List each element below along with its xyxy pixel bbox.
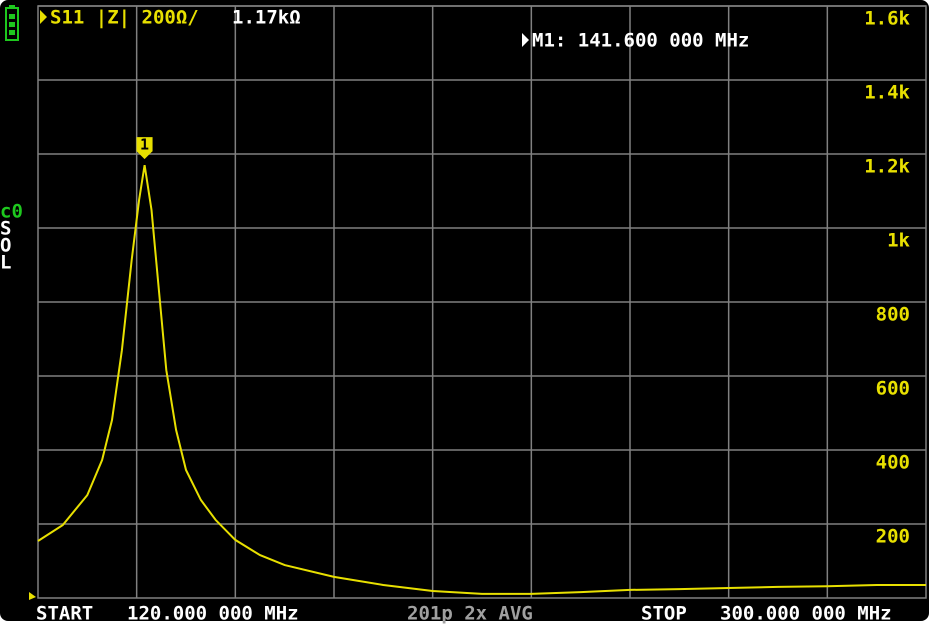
trace-value: 1.17kΩ [232,7,301,29]
y-tick-label: 600 [876,378,910,400]
start-value: 120.000 000 MHz [127,603,299,625]
reference-marker [29,592,36,600]
y-tick-label: 200 [876,526,910,548]
grid [37,5,927,599]
battery-icon [5,5,19,41]
cal-status: L [0,252,11,274]
points-label: 201p 2x AVG [407,603,533,625]
y-tick-label: 400 [876,452,910,474]
cal-status: O [0,235,11,257]
marker-readout: M1: 141.600 000 MHz [532,30,749,52]
stop-label: STOP [641,603,687,625]
y-tick-label: 800 [876,304,910,326]
y-tick-label: 1k [887,230,910,252]
trace-label: S11 |Z| 200Ω/ [50,7,199,29]
marker-indicator [522,33,529,47]
cal-status: S [0,218,11,240]
cal-status: c0 [0,201,23,223]
stop-value: 300.000 000 MHz [720,603,892,625]
marker-flag [136,137,153,160]
marker-label: 1 [140,136,149,154]
y-tick-label: 1.6k [864,8,910,30]
start-label: START [36,603,93,625]
trace-line [37,164,926,595]
y-tick-label: 1.4k [864,82,910,104]
y-tick-label: 1.2k [864,156,910,178]
trace-indicator [40,10,47,24]
